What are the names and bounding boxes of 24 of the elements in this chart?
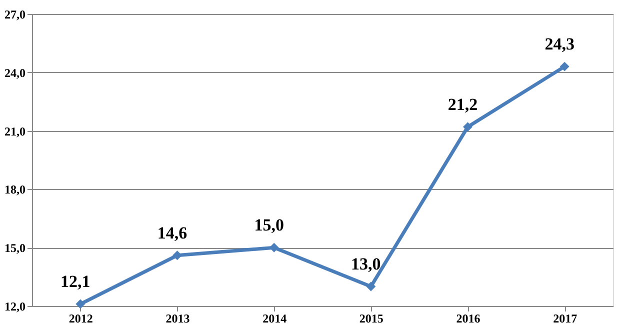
point <box>172 250 182 260</box>
y-tick-label: 18,0 <box>4 182 26 197</box>
x-tick-label: 2014 <box>262 312 287 326</box>
point <box>560 62 570 72</box>
y-tick-label: 15,0 <box>4 241 26 256</box>
point <box>76 299 86 309</box>
x-tick-label: 2016 <box>456 312 480 326</box>
data-label: 14,6 <box>157 223 188 242</box>
data-label: 15,0 <box>254 216 284 235</box>
point <box>463 122 472 132</box>
data-label: 13,0 <box>351 254 381 274</box>
x-tick-label: 2012 <box>68 312 93 326</box>
data-label: 12,1 <box>60 272 90 292</box>
x-tick-label: 2013 <box>166 312 190 326</box>
point <box>269 242 279 252</box>
data-label: 24,3 <box>544 34 574 54</box>
data-label: 21,2 <box>448 94 478 114</box>
x-tick-label: 2017 <box>553 312 578 326</box>
y-tick-label: 21,0 <box>4 124 26 138</box>
point <box>366 282 376 292</box>
y-tick-label: 12,0 <box>4 300 26 314</box>
x-tick-label: 2015 <box>359 312 384 326</box>
y-tick-label: 27,0 <box>4 8 26 22</box>
y-tick-label: 24,0 <box>4 66 26 80</box>
